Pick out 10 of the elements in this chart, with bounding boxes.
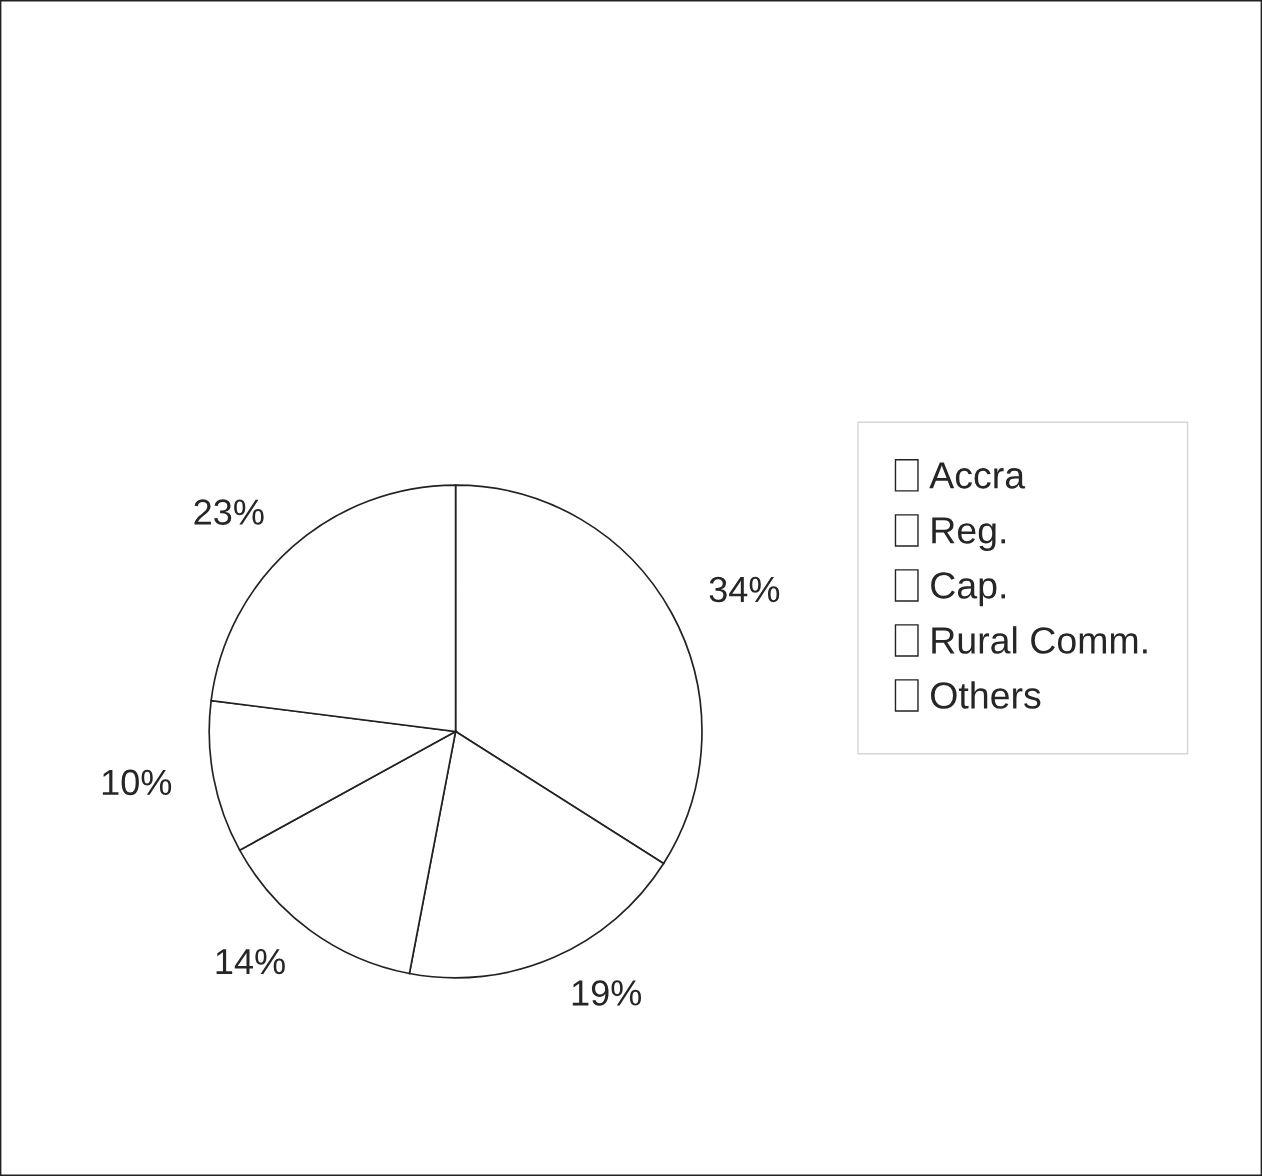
legend-label: Accra bbox=[929, 462, 1026, 489]
legend-label: Reg. bbox=[932, 517, 1006, 552]
legend-label: Others bbox=[931, 681, 1041, 709]
legend-label: Cap. bbox=[931, 572, 1006, 607]
legend-label: Rural Comm. bbox=[932, 626, 1147, 654]
data-label: 19% bbox=[572, 980, 642, 1006]
data-label: 10% bbox=[102, 769, 172, 796]
data-label: 14% bbox=[216, 948, 285, 975]
data-label: 23% bbox=[194, 499, 264, 525]
data-label: 34% bbox=[709, 576, 780, 603]
